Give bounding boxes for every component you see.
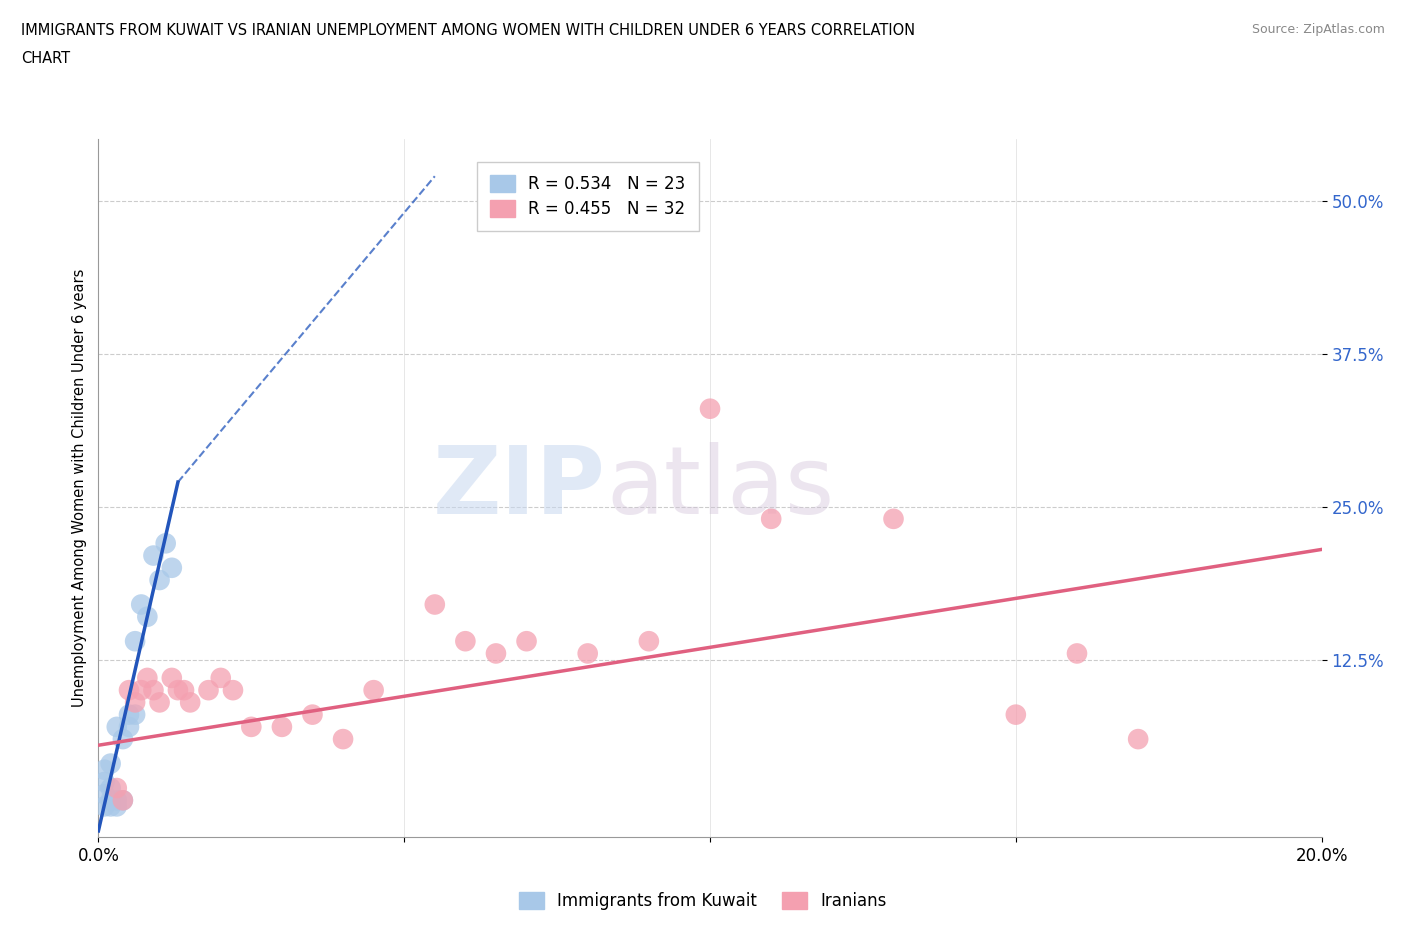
Point: [129, 683, 152, 698]
Point: [209, 671, 232, 685]
Point: [1128, 732, 1150, 747]
Point: [93, 799, 115, 814]
Text: ZIP: ZIP: [433, 443, 606, 534]
Point: [301, 707, 323, 722]
Point: [883, 512, 905, 526]
Point: [197, 683, 219, 698]
Point: [124, 633, 146, 648]
Text: CHART: CHART: [21, 51, 70, 66]
Point: [136, 671, 159, 685]
Point: [105, 793, 128, 808]
Text: Source: ZipAtlas.com: Source: ZipAtlas.com: [1251, 23, 1385, 36]
Point: [516, 633, 538, 648]
Point: [149, 573, 172, 588]
Point: [111, 732, 134, 747]
Point: [124, 695, 146, 710]
Point: [100, 793, 122, 808]
Y-axis label: Unemployment Among Women with Children Under 6 years: Unemployment Among Women with Children U…: [72, 269, 87, 708]
Point: [93, 763, 115, 777]
Point: [105, 780, 128, 795]
Point: [759, 512, 782, 526]
Point: [93, 787, 115, 802]
Point: [142, 548, 165, 563]
Point: [111, 793, 134, 808]
Point: [699, 401, 721, 416]
Point: [167, 683, 190, 698]
Point: [1066, 646, 1088, 661]
Text: IMMIGRANTS FROM KUWAIT VS IRANIAN UNEMPLOYMENT AMONG WOMEN WITH CHILDREN UNDER 6: IMMIGRANTS FROM KUWAIT VS IRANIAN UNEMPL…: [21, 23, 915, 38]
Point: [93, 775, 115, 790]
Point: [142, 683, 165, 698]
Point: [100, 780, 122, 795]
Point: [576, 646, 599, 661]
Point: [332, 732, 354, 747]
Point: [100, 756, 122, 771]
Point: [129, 597, 152, 612]
Point: [179, 695, 201, 710]
Point: [454, 633, 477, 648]
Point: [1004, 707, 1026, 722]
Point: [173, 683, 195, 698]
Point: [105, 799, 128, 814]
Point: [100, 799, 122, 814]
Point: [118, 683, 141, 698]
Point: [637, 633, 661, 648]
Point: [118, 707, 141, 722]
Legend: R = 0.534   N = 23, R = 0.455   N = 32: R = 0.534 N = 23, R = 0.455 N = 32: [477, 162, 699, 232]
Point: [111, 793, 134, 808]
Point: [155, 536, 177, 551]
Point: [124, 707, 146, 722]
Point: [160, 561, 183, 576]
Point: [222, 683, 245, 698]
Text: atlas: atlas: [606, 443, 834, 534]
Point: [118, 720, 141, 735]
Point: [160, 671, 183, 685]
Point: [485, 646, 508, 661]
Point: [423, 597, 446, 612]
Point: [363, 683, 385, 698]
Point: [240, 720, 263, 735]
Point: [270, 720, 292, 735]
Legend: Immigrants from Kuwait, Iranians: Immigrants from Kuwait, Iranians: [512, 885, 894, 917]
Point: [136, 609, 159, 624]
Point: [149, 695, 172, 710]
Point: [105, 720, 128, 735]
